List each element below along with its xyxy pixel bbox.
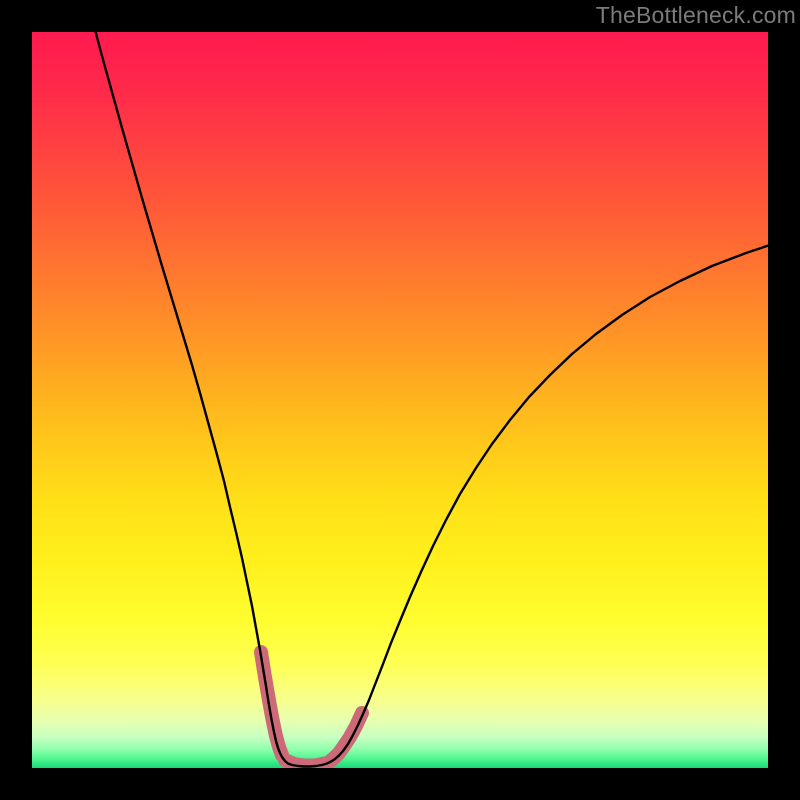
chart-frame: TheBottleneck.com [0,0,800,800]
watermark-text: TheBottleneck.com [596,2,796,29]
curve-layer [32,32,768,768]
plot-area [32,32,768,768]
highlight-segment [329,713,362,762]
bottleneck-curve [94,32,768,767]
highlight-segment [261,652,282,755]
